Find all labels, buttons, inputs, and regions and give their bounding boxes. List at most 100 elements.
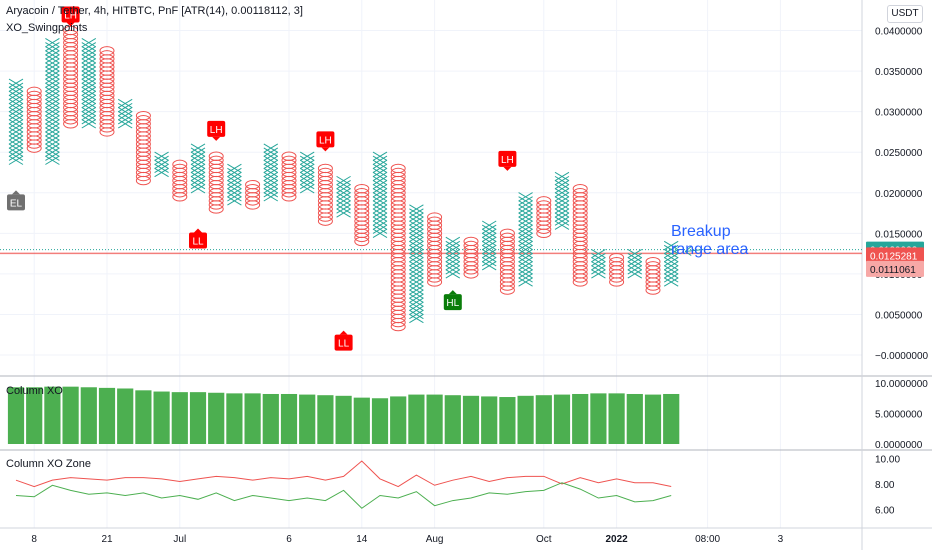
x-mark [154, 163, 169, 174]
x-mark [409, 220, 424, 230]
o-mark [572, 183, 588, 194]
price-tick: 0.0250000 [875, 148, 923, 159]
x-mark [81, 119, 97, 129]
x-mark [409, 216, 424, 226]
x-mark [372, 163, 388, 174]
swing-label-el: EL [7, 190, 25, 211]
zone-line-green [15, 482, 672, 509]
o-mark [172, 159, 188, 170]
x-mark [336, 200, 351, 210]
x-mark [409, 309, 424, 320]
o-mark [281, 155, 297, 166]
x-mark [45, 74, 60, 84]
price-tick: 0.0150000 [875, 229, 923, 240]
volume-bar [62, 386, 79, 444]
x-mark [8, 86, 24, 96]
pnf-column [299, 151, 315, 194]
zone-tick: 8.00 [875, 480, 895, 491]
x-mark [299, 163, 315, 174]
x-mark [299, 171, 315, 182]
x-mark [154, 151, 169, 161]
volume-bar [481, 396, 498, 444]
pnf-column [645, 257, 661, 295]
pnf-column [554, 171, 570, 230]
pnf-column [26, 86, 42, 153]
o-mark [245, 183, 261, 194]
x-mark [45, 50, 60, 60]
x-mark [554, 216, 570, 226]
x-mark [263, 147, 279, 157]
x-mark [591, 253, 606, 263]
x-mark [336, 204, 351, 214]
x-mark [409, 297, 424, 307]
x-mark [263, 163, 279, 174]
pnf-column [8, 78, 24, 165]
x-mark [81, 42, 97, 52]
x-mark [518, 269, 533, 279]
volume-bar [44, 386, 61, 444]
indicator-name[interactable]: XO_Swingpoints [6, 22, 88, 34]
x-mark [372, 180, 388, 190]
o-mark [208, 155, 224, 166]
x-mark [518, 240, 533, 251]
x-mark [227, 163, 242, 174]
x-mark [263, 192, 279, 202]
o-mark [427, 216, 443, 226]
x-mark [481, 228, 497, 238]
o-mark [208, 151, 224, 161]
x-mark [518, 228, 533, 238]
annotation-line1: Breakup [671, 223, 731, 240]
x-mark [45, 42, 60, 52]
swing-label-pointer [339, 330, 348, 335]
x-mark [518, 261, 533, 271]
x-mark [481, 232, 497, 242]
x-mark [117, 106, 133, 117]
x-mark [445, 253, 461, 263]
x-mark [45, 94, 60, 105]
pnf-column [518, 192, 533, 287]
x-mark [409, 313, 424, 324]
x-mark [554, 220, 570, 230]
o-mark [390, 167, 406, 178]
x-mark [518, 277, 533, 287]
x-mark [336, 184, 351, 194]
x-mark [409, 269, 424, 279]
pnf-column [154, 151, 169, 178]
x-mark [409, 305, 424, 316]
x-mark [45, 143, 60, 153]
o-mark [26, 90, 42, 101]
volume-bar [535, 395, 552, 444]
x-mark [409, 301, 424, 311]
price-tick: 0.0200000 [875, 189, 923, 200]
x-mark [518, 208, 533, 218]
price-label: 0.0125281 [870, 251, 918, 262]
x-mark [591, 265, 606, 275]
x-mark [663, 273, 679, 283]
volume-bar [153, 391, 170, 444]
x-mark [554, 180, 570, 190]
price-tick: 0.0300000 [875, 108, 923, 119]
volume-bar [353, 397, 370, 444]
x-mark [8, 123, 24, 133]
x-mark [299, 167, 315, 178]
x-mark [409, 212, 424, 222]
o-mark [135, 110, 151, 121]
o-mark [427, 212, 443, 222]
x-mark [663, 248, 679, 259]
x-mark [8, 111, 24, 121]
pnf-column [409, 204, 424, 324]
x-mark [372, 184, 388, 194]
x-mark [227, 167, 242, 178]
currency-button[interactable]: USDT [887, 5, 923, 23]
pnf-column [481, 220, 497, 271]
o-mark [135, 115, 151, 125]
swing-label-pointer [212, 136, 221, 141]
x-mark [81, 94, 97, 105]
o-mark [572, 188, 588, 198]
x-mark [445, 261, 461, 271]
o-mark [463, 236, 479, 247]
o-mark [172, 163, 188, 174]
x-mark [45, 139, 60, 149]
x-mark [81, 50, 97, 60]
